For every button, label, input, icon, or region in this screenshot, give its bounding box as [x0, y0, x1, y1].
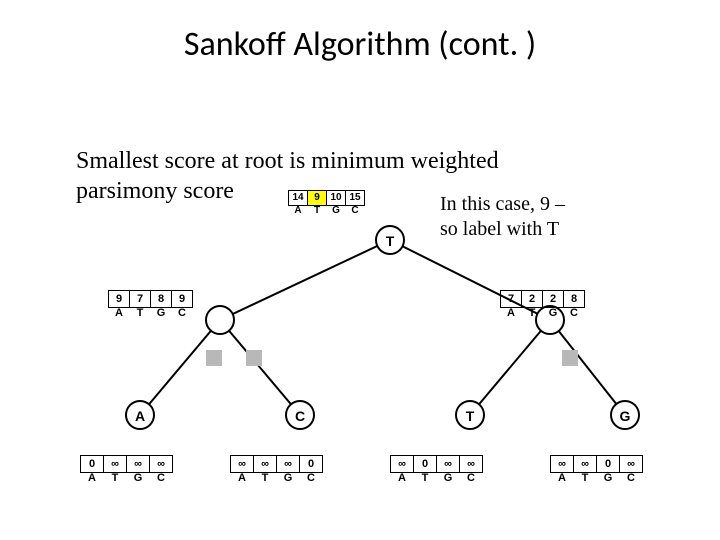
cost-cell: ∞	[620, 456, 643, 473]
cost-column-label: C	[150, 473, 173, 485]
tree-edge	[220, 320, 300, 415]
cost-column-label: T	[104, 473, 127, 485]
cost-cell: 10	[327, 191, 346, 206]
cost-cell: ∞	[127, 456, 150, 473]
node-label-leaf_t: T	[466, 408, 475, 424]
cost-column-label: T	[308, 206, 327, 217]
cost-table: ∞∞0∞ATGC	[550, 455, 643, 484]
cost-cell: ∞	[574, 456, 597, 473]
cost-column-label: T	[522, 308, 543, 320]
cost-column-label: T	[414, 473, 437, 485]
cost-column-label: C	[346, 206, 365, 217]
tree-edge	[220, 240, 390, 320]
cost-column-label: C	[460, 473, 483, 485]
cost-cell: 9	[109, 291, 130, 308]
cost-cell: 15	[346, 191, 365, 206]
cost-cell: 2	[543, 291, 564, 308]
cost-cell: ∞	[551, 456, 574, 473]
cost-cell: 0	[597, 456, 620, 473]
cost-cell: 9	[172, 291, 193, 308]
cost-column-label: C	[172, 308, 193, 320]
cost-box-leaf_a: 0∞∞∞ATGC	[80, 455, 173, 484]
cost-column-label: A	[231, 473, 254, 485]
cost-cell: ∞	[460, 456, 483, 473]
node-label-leaf_c: C	[295, 408, 305, 424]
cost-cell: ∞	[150, 456, 173, 473]
cost-column-label: A	[501, 308, 522, 320]
cost-box-right: 7228ATGC	[500, 290, 585, 319]
cost-cell: 2	[522, 291, 543, 308]
cost-cell: 0	[300, 456, 323, 473]
cost-column-label: A	[551, 473, 574, 485]
cost-cell: 7	[130, 291, 151, 308]
cost-column-label: T	[574, 473, 597, 485]
cost-column-label: G	[437, 473, 460, 485]
cost-cell: 8	[151, 291, 172, 308]
cost-table: 7228ATGC	[500, 290, 585, 319]
cost-box-leaf_g: ∞∞0∞ATGC	[550, 455, 643, 484]
cost-column-label: C	[564, 308, 585, 320]
cost-column-label: T	[254, 473, 277, 485]
cost-table: 0∞∞∞ATGC	[80, 455, 173, 484]
node-label-leaf_a: A	[135, 408, 145, 424]
gray-marker	[206, 350, 222, 366]
cost-column-label: C	[300, 473, 323, 485]
cost-cell: ∞	[391, 456, 414, 473]
cost-cell: 8	[564, 291, 585, 308]
cost-box-left: 9789ATGC	[108, 290, 193, 319]
cost-column-label: A	[109, 308, 130, 320]
node-label-leaf_g: G	[620, 408, 631, 424]
cost-column-label: A	[81, 473, 104, 485]
gray-marker	[562, 350, 578, 366]
cost-cell: 0	[81, 456, 104, 473]
cost-cell: ∞	[231, 456, 254, 473]
tree-edge	[140, 320, 220, 415]
cost-column-label: C	[620, 473, 643, 485]
cost-table: ∞∞∞0ATGC	[230, 455, 323, 484]
cost-column-label: G	[151, 308, 172, 320]
cost-box-leaf_c: ∞∞∞0ATGC	[230, 455, 323, 484]
cost-column-label: G	[597, 473, 620, 485]
cost-column-label: G	[327, 206, 346, 217]
gray-marker	[246, 350, 262, 366]
cost-cell: 9	[308, 191, 327, 206]
cost-column-label: G	[543, 308, 564, 320]
cost-cell: ∞	[104, 456, 127, 473]
cost-cell: ∞	[437, 456, 460, 473]
tree-node-left	[206, 306, 234, 334]
node-label-root: T	[386, 233, 395, 249]
tree-edge	[550, 320, 625, 415]
cost-column-label: A	[289, 206, 308, 217]
cost-cell: 7	[501, 291, 522, 308]
cost-cell: ∞	[277, 456, 300, 473]
sankoff-tree-diagram: TACTG 1491015ATGC9789ATGC7228ATGC0∞∞∞ATG…	[70, 180, 650, 510]
cost-column-label: A	[391, 473, 414, 485]
cost-cell: 14	[289, 191, 308, 206]
cost-column-label: G	[277, 473, 300, 485]
cost-table: 9789ATGC	[108, 290, 193, 319]
page-title: Sankoff Algorithm (cont. )	[0, 24, 720, 65]
cost-column-label: T	[130, 308, 151, 320]
cost-column-label: G	[127, 473, 150, 485]
slide: Sankoff Algorithm (cont. ) Smallest scor…	[0, 0, 720, 540]
cost-box-root: 1491015 ATGC	[288, 190, 365, 216]
cost-cell: ∞	[254, 456, 277, 473]
cost-box-leaf_t: ∞0∞∞ATGC	[390, 455, 483, 484]
cost-cell: 0	[414, 456, 437, 473]
cost-table: ∞0∞∞ATGC	[390, 455, 483, 484]
cost-table: 1491015 ATGC	[288, 190, 365, 216]
tree-edge	[470, 320, 550, 415]
